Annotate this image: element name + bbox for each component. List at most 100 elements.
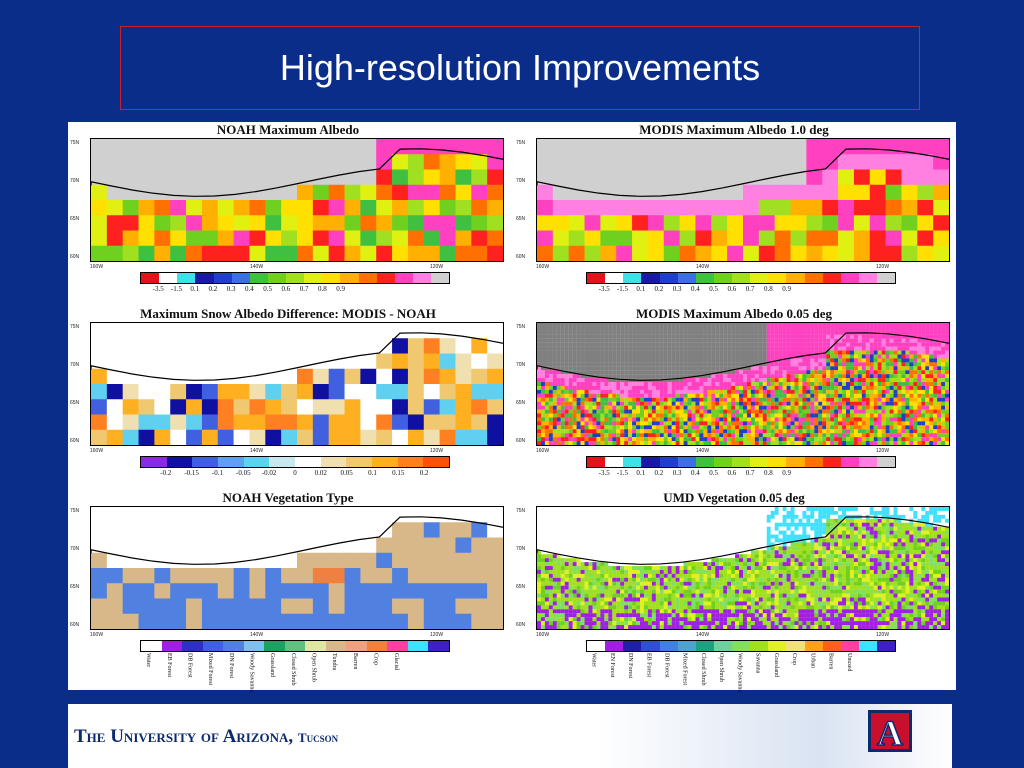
colorbar-tick: -1.5 — [616, 285, 628, 293]
colorbar-tick: -0.15 — [184, 469, 199, 477]
colorbar-swatch — [623, 641, 642, 651]
vegetation-label: Water — [590, 653, 597, 668]
colorbar-swatch — [202, 641, 224, 651]
colorbar-swatch — [243, 641, 265, 651]
colorbar-swatch — [264, 641, 285, 651]
lon-label: 140W — [696, 264, 710, 270]
panel-title: UMD Vegetation 0.05 deg — [663, 490, 805, 505]
vegetation-label: Tundra — [331, 653, 338, 671]
colorbar-tick: 0.1 — [190, 285, 200, 293]
colorbar-swatch — [768, 641, 787, 651]
lat-label: 65N — [70, 584, 80, 590]
colorbar-tick: -3.5 — [598, 285, 610, 293]
lat-label: 65N — [516, 400, 526, 406]
vegetation-label: EN Forest — [608, 653, 615, 678]
vegetation-label: Barren — [351, 653, 358, 670]
colorbar-ticks: -0.2 -0.15 -0.1 -0.05 -0.02 0 0.02 0.05 0.1 0.15 0… — [153, 469, 437, 477]
vegetation-label: Mixed Forest — [681, 653, 688, 686]
logo-letter: A — [877, 713, 903, 752]
colorbar-swatch — [750, 457, 769, 467]
vegetation-label: DB Forest — [663, 653, 670, 678]
lat-label: 70N — [70, 178, 80, 184]
lon-label: 120W — [430, 264, 444, 270]
colorbar-tick: 0.2 — [208, 285, 218, 293]
colorbar-tick: 0.5 — [709, 469, 718, 477]
colorbar-swatch — [159, 273, 178, 283]
lat-label: 60N — [516, 622, 526, 628]
colorbar-swatch — [218, 457, 244, 467]
map-image — [536, 322, 950, 446]
colorbar-tick: 0.9 — [782, 285, 791, 293]
lat-label: 70N — [516, 178, 526, 184]
colorbar-swatch — [641, 273, 660, 283]
lon-label: 160W — [536, 632, 550, 638]
colorbar-swatch — [366, 641, 388, 651]
colorbar-swatch — [213, 273, 232, 283]
colorbar-swatch — [858, 641, 877, 651]
panel-title: MODIS Maximum Albedo 0.05 deg — [635, 306, 833, 321]
colorbar — [586, 640, 896, 652]
map-panel-1: NOAH Maximum Albedo 75N 70N 65N 60N 160W 140W 1… — [68, 122, 508, 311]
colorbar-tick: -1.5 — [170, 285, 182, 293]
lat-label: 75N — [516, 324, 526, 330]
map-panel-2: MODIS Maximum Albedo 1.0 deg 75N 70N 65N 60N… — [514, 122, 954, 311]
colorbar-swatch — [659, 641, 678, 651]
vegetation-label: Grassland — [772, 653, 779, 677]
colorbar-swatch — [223, 641, 244, 651]
colorbar-swatch — [295, 457, 321, 467]
colorbar-tick: 0.4 — [691, 285, 700, 293]
lon-label: 160W — [90, 264, 104, 270]
colorbar-tick: 0.7 — [745, 285, 755, 293]
vegetation-label: DN Forest — [627, 653, 634, 679]
colorbar-swatch — [428, 641, 449, 651]
colorbar-ticks: -3.5 -1.5 0.1 0.2 0.3 0.4 0.5 0.6 0.7 0.8 0.9 — [149, 285, 350, 293]
colorbar-swatch — [372, 457, 398, 467]
lon-label: 160W — [90, 448, 104, 454]
colorbar-swatch — [161, 641, 183, 651]
lon-label: 140W — [250, 632, 264, 638]
colorbar-tick: 0.8 — [763, 469, 773, 477]
panel-title: Maximum Snow Albedo Difference: MODIS - … — [140, 306, 436, 321]
colorbar-swatch — [412, 273, 431, 283]
vegetation-labels: Water EN Forest DN Forest EB Forest DB Fores… — [586, 653, 896, 692]
lon-label: 140W — [696, 448, 710, 454]
lon-label: 140W — [250, 264, 264, 270]
colorbar-swatch — [768, 273, 787, 283]
vegetation-label: Urban — [809, 653, 816, 668]
colorbar-swatch — [305, 641, 326, 651]
vegetation-label: DN Forest — [227, 653, 234, 679]
colorbar-swatch — [822, 273, 841, 283]
lon-label: 140W — [696, 632, 710, 638]
lat-label: 60N — [70, 622, 80, 628]
lon-label: 120W — [876, 448, 890, 454]
colorbar-swatch — [605, 641, 624, 651]
colorbar-swatch — [346, 641, 367, 651]
colorbar-swatch — [267, 273, 286, 283]
vegetation-label: Open Shrub — [718, 653, 725, 682]
colorbar-swatch — [677, 641, 696, 651]
colorbar-ticks: -3.5 -1.5 0.1 0.2 0.3 0.4 0.5 0.6 0.7 0.8 0.9 — [595, 469, 796, 477]
lat-label: 60N — [516, 254, 526, 260]
vegetation-label: Closed Shrub — [289, 653, 296, 686]
colorbar-swatch — [713, 641, 732, 651]
colorbar-tick: 0.15 — [392, 469, 405, 477]
lat-label: 75N — [70, 508, 80, 514]
colorbar-swatch — [822, 641, 841, 651]
lat-label: 70N — [70, 362, 80, 368]
colorbar — [586, 456, 896, 468]
colorbar-swatch — [286, 273, 305, 283]
colorbar-swatch — [284, 641, 306, 651]
colorbar-swatch — [804, 641, 823, 651]
colorbar-tick: 0.2 — [654, 285, 664, 293]
university-label: The University of Arizona, — [74, 726, 294, 747]
lat-label: 75N — [70, 324, 80, 330]
colorbar-tick: 0.4 — [691, 469, 700, 477]
colorbar-swatch — [659, 273, 678, 283]
colorbar-swatch — [858, 273, 877, 283]
colorbar-swatch — [322, 273, 341, 283]
colorbar-swatch — [877, 641, 896, 651]
university-footer: The University of Arizona, Tucson A — [68, 704, 952, 768]
colorbar-swatch — [877, 457, 896, 467]
colorbar-swatch — [840, 457, 859, 467]
colorbar-swatch — [822, 457, 841, 467]
